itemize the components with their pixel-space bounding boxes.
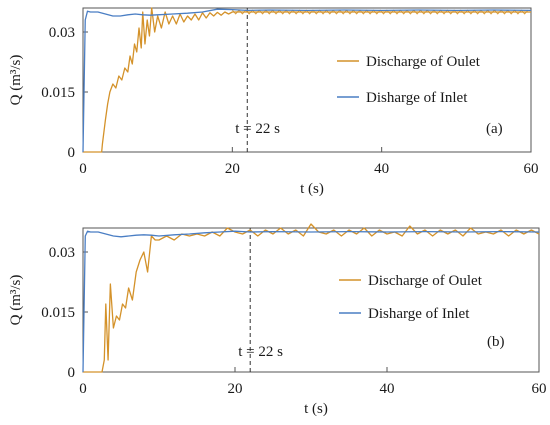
legend-label: Disharge of Inlet	[366, 90, 468, 106]
y-axis-label: Q (m³/s)	[8, 275, 24, 326]
legend-label: Disharge of Inlet	[368, 306, 470, 322]
y-tick-label: 0.03	[49, 25, 75, 41]
x-tick-label: 20	[225, 161, 240, 177]
y-tick-label: 0	[68, 145, 76, 161]
series-line-inlet	[82, 8, 532, 153]
y-tick-label: 0.03	[49, 245, 75, 261]
y-axis-label: Q (m³/s)	[8, 55, 24, 106]
plot-frame	[82, 7, 532, 153]
x-tick-label: 40	[380, 381, 395, 397]
y-tick-label: 0.015	[41, 85, 75, 101]
plot-frame	[82, 227, 540, 373]
x-tick-label: 40	[374, 161, 389, 177]
panel-label: (b)	[487, 334, 505, 350]
x-axis-label: t (s)	[300, 181, 324, 197]
legend-label: Discharge of Oulet	[368, 273, 483, 289]
x-tick-label: 60	[524, 161, 539, 177]
y-tick-label: 0	[68, 365, 76, 381]
x-tick-label: 0	[79, 381, 87, 397]
x-tick-label: 20	[228, 381, 243, 397]
series-line-inlet	[82, 230, 540, 373]
time-marker-label: t = 22 s	[238, 344, 283, 360]
chart-panel-a: 0 20 40 60 0 0.015 0.03 t (s) Q (m³/s) t = 22 s Di…	[8, 7, 539, 197]
time-marker-label: t = 22 s	[235, 121, 280, 137]
series-line-outlet	[83, 223, 540, 373]
y-tick-label: 0.015	[41, 305, 75, 321]
x-tick-label: 60	[532, 381, 547, 397]
x-axis-label: t (s)	[304, 401, 328, 417]
series-line-outlet	[83, 7, 531, 153]
legend-label: Discharge of Oulet	[366, 54, 481, 70]
chart-panel-b: 0 20 40 60 0 0.015 0.03 t (s) Q (m³/s) t = 22 s Di…	[8, 223, 547, 417]
panel-label: (a)	[486, 121, 503, 137]
x-tick-label: 0	[79, 161, 87, 177]
